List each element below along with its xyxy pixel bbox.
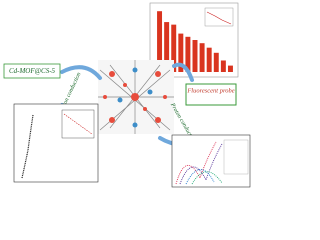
bar (164, 22, 170, 72)
fluorescent-label: Fluorescent probe (186, 87, 234, 94)
graphical-abstract: Fluorescent probe Cd-MOF@CS-5 Proton con… (3, 2, 251, 188)
bar (206, 47, 212, 72)
fluorescent-box (185, 83, 237, 106)
bar (213, 52, 219, 72)
nyquist-left (13, 103, 99, 183)
bar (171, 24, 177, 72)
bar (227, 65, 233, 72)
bar (185, 36, 191, 72)
bar (192, 40, 198, 72)
inset-line (206, 11, 232, 25)
bar (178, 33, 184, 72)
bar (220, 60, 226, 72)
bar (157, 11, 163, 72)
nyquist-right (171, 134, 251, 188)
material-label: Cd-MOF@CS-5 (9, 67, 56, 75)
crystal-structure (98, 60, 174, 134)
bar-group (157, 11, 233, 72)
material-box (3, 63, 61, 79)
bar (199, 43, 205, 72)
